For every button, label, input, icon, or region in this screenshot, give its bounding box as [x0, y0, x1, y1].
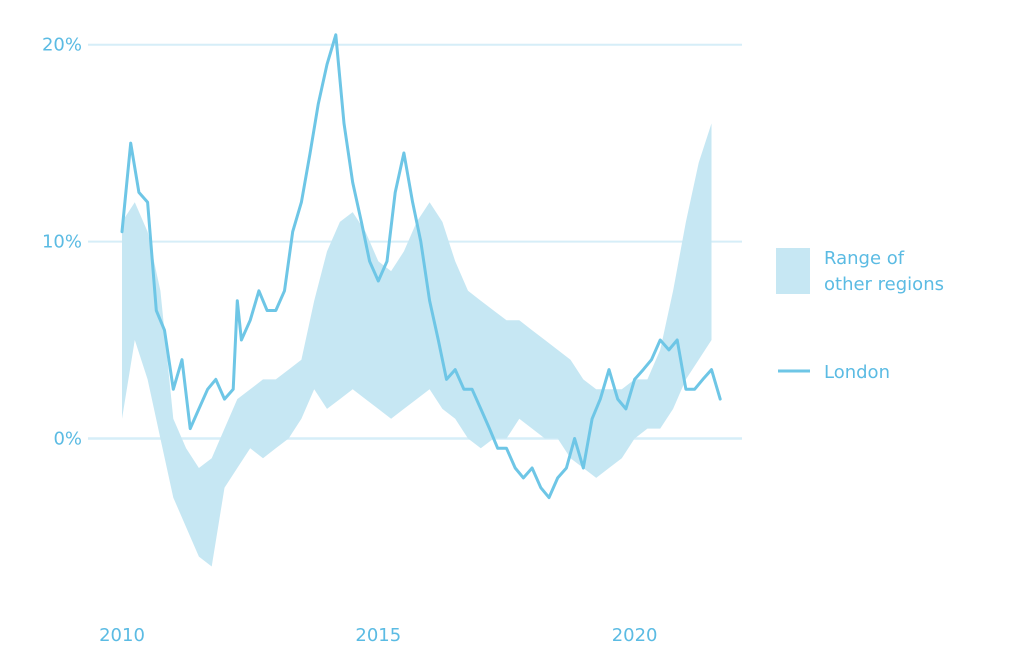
london-point	[599, 398, 602, 400]
london-point	[240, 339, 243, 341]
y-axis-ticks: 0% 10% 20%	[42, 35, 82, 450]
london-point	[496, 447, 499, 450]
london-point	[215, 378, 217, 381]
london-point	[189, 427, 191, 430]
london-point	[334, 34, 337, 36]
london-point	[258, 290, 260, 292]
london-line	[120, 33, 722, 500]
london-point	[266, 309, 268, 312]
london-point	[668, 349, 670, 351]
london-point	[685, 388, 687, 391]
london-point	[121, 230, 123, 233]
y-tick-label: 0%	[53, 428, 82, 449]
london-point	[368, 260, 371, 263]
london-point	[565, 467, 568, 469]
london-point	[326, 63, 328, 66]
london-point	[343, 122, 345, 125]
london-point	[351, 181, 354, 184]
london-point	[548, 496, 550, 499]
london-point	[471, 388, 473, 391]
london-point	[710, 368, 713, 371]
london-point	[181, 358, 183, 361]
london-point	[360, 221, 363, 223]
london-point	[514, 467, 516, 469]
london-point	[377, 280, 380, 282]
legend-range-label-line2: other regions	[824, 274, 944, 295]
london-point	[129, 142, 132, 144]
legend: Range of other regions London	[776, 248, 944, 383]
london-point	[163, 329, 166, 331]
london-point	[249, 319, 251, 322]
y-tick-label: 20%	[42, 35, 82, 56]
x-axis-ticks: 2010 2015 2020	[99, 625, 657, 646]
london-point	[236, 299, 239, 302]
london-point	[437, 339, 440, 341]
london-point	[591, 417, 593, 420]
london-point	[309, 152, 311, 154]
london-point	[300, 201, 303, 204]
london-point	[223, 398, 226, 400]
london-point	[317, 102, 320, 105]
london-point	[488, 427, 491, 430]
london-point	[531, 467, 533, 469]
london-point	[283, 290, 286, 292]
london-point	[386, 260, 388, 263]
x-tick-label: 2010	[99, 625, 145, 646]
x-tick-label: 2020	[612, 625, 658, 646]
range-band-layer	[122, 123, 712, 567]
london-point	[642, 368, 645, 371]
london-point	[522, 477, 525, 479]
london-point	[146, 201, 149, 204]
london-point	[206, 388, 209, 391]
london-line-layer	[120, 33, 722, 500]
london-point	[659, 339, 662, 341]
london-point	[556, 477, 559, 479]
london-point	[454, 368, 456, 371]
london-point	[428, 299, 431, 302]
legend-range-swatch	[776, 248, 810, 294]
london-point	[463, 388, 465, 391]
london-point	[505, 447, 508, 450]
london-point	[394, 191, 397, 194]
x-tick-label: 2015	[355, 625, 401, 646]
london-point	[650, 358, 653, 361]
london-point	[172, 388, 175, 391]
london-point	[693, 388, 696, 391]
london-point	[633, 378, 636, 381]
london-point	[676, 339, 678, 341]
london-point	[411, 201, 414, 204]
london-point	[719, 398, 722, 400]
london-point	[403, 152, 405, 154]
legend-range-label-line1: Range of	[824, 248, 905, 269]
london-point	[701, 378, 704, 381]
london-point	[539, 486, 542, 489]
london-point	[274, 309, 277, 312]
london-point	[138, 191, 140, 194]
y-tick-label: 10%	[42, 232, 82, 253]
london-point	[480, 408, 482, 410]
range-band-area	[122, 123, 712, 567]
london-point	[420, 240, 422, 243]
london-point	[608, 368, 610, 371]
london-point	[291, 230, 294, 233]
london-point	[198, 408, 200, 410]
london-point	[155, 309, 158, 312]
london-point	[582, 467, 585, 469]
london-point	[616, 398, 619, 400]
london-point	[573, 437, 576, 440]
london-point	[232, 388, 235, 391]
legend-london-label: London	[824, 362, 890, 383]
london-point	[445, 378, 448, 381]
london-point	[625, 408, 627, 410]
